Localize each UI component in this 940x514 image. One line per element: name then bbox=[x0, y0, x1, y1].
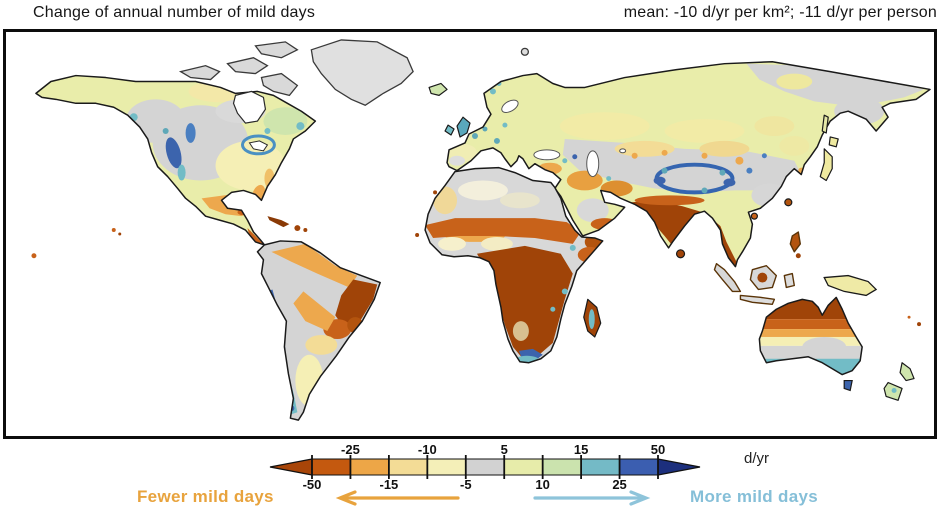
colorbar-tick-label: 10 bbox=[535, 477, 549, 491]
region-greenland-arctic bbox=[178, 39, 530, 107]
colorbar-segment bbox=[619, 458, 659, 476]
colorbar: -50 -25 -15 -10 -5 5 10 15 25 50 bbox=[250, 442, 740, 492]
colorbar-segment bbox=[580, 458, 621, 476]
colorbar-segment bbox=[542, 458, 582, 476]
great-lakes bbox=[248, 140, 269, 152]
fewer-mild-days-label: Fewer mild days bbox=[137, 487, 274, 506]
colorbar-tick-label: -5 bbox=[460, 477, 472, 491]
region-caribbean bbox=[267, 216, 308, 233]
colorbar-tick-label: 15 bbox=[574, 443, 588, 457]
colorbar-segment bbox=[388, 458, 428, 476]
hudson-bay bbox=[232, 90, 267, 124]
colorbar-tick-label: -25 bbox=[341, 443, 360, 457]
colorbar-tick-label: -50 bbox=[303, 477, 322, 491]
world-map bbox=[31, 39, 931, 421]
colorbar-segment bbox=[349, 458, 390, 476]
colorbar-tick-label: 25 bbox=[612, 477, 626, 491]
colorbar-segment bbox=[503, 458, 544, 476]
more-mild-days-label: More mild days bbox=[690, 487, 818, 506]
colorbar-right-arrow bbox=[657, 458, 701, 476]
colorbar-tick-label: 5 bbox=[501, 443, 508, 457]
colorbar-segment bbox=[465, 458, 505, 476]
colorbar-units-label: d/yr bbox=[744, 450, 770, 467]
world-map-frame bbox=[3, 29, 937, 439]
colorbar-left-arrow bbox=[269, 458, 313, 476]
colorbar-segment bbox=[426, 458, 467, 476]
figure-mean-stats: mean: -10 d/yr per km²; -11 d/yr per per… bbox=[623, 4, 937, 21]
ocean-island-dots bbox=[31, 190, 922, 327]
region-new-guinea bbox=[823, 274, 878, 297]
more-arrow-icon bbox=[533, 490, 651, 506]
region-southeast-asia-islands bbox=[713, 231, 801, 305]
figure-title: Change of annual number of mild days bbox=[33, 4, 316, 21]
islands bbox=[428, 82, 839, 338]
region-new-zealand bbox=[883, 362, 915, 401]
colorbar-tick-label: -10 bbox=[418, 443, 437, 457]
region-tasmania bbox=[843, 379, 853, 392]
colorbar-tick-label: 50 bbox=[651, 443, 665, 457]
colorbar-svg: -50 -25 -15 -10 -5 5 10 15 25 50 bbox=[269, 442, 701, 492]
region-south-america bbox=[257, 240, 381, 421]
colorbar-tick-label: -15 bbox=[379, 477, 398, 491]
colorbar-segment bbox=[311, 458, 351, 476]
fewer-arrow-icon bbox=[335, 490, 460, 506]
